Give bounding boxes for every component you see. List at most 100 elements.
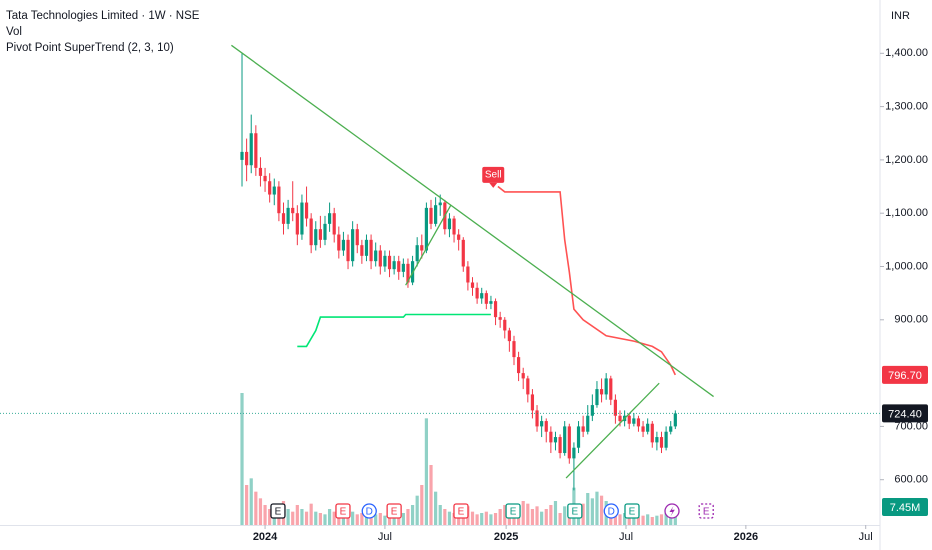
event-shape xyxy=(361,503,377,519)
y-tick-label: 1,200.00 xyxy=(885,154,928,166)
candle-body xyxy=(249,133,253,166)
volume-bar xyxy=(530,509,535,525)
volume-bar xyxy=(258,498,263,525)
event-marker[interactable]: E xyxy=(624,503,640,519)
candle-body xyxy=(392,261,396,270)
volume-bar xyxy=(581,503,585,525)
event-marker[interactable]: E xyxy=(270,503,286,519)
event-shape xyxy=(698,503,714,519)
volume-bar xyxy=(659,514,664,525)
candle-body xyxy=(540,421,544,427)
y-tick-label: 1,100.00 xyxy=(885,207,928,219)
candle-body xyxy=(281,213,286,224)
event-marker[interactable]: D xyxy=(603,503,619,519)
indicator-label: Vol xyxy=(6,26,22,38)
event-marker[interactable]: E xyxy=(567,503,583,519)
candle-body xyxy=(549,431,553,443)
y-tick-label: 900.00 xyxy=(894,314,928,326)
volume-bar xyxy=(636,517,641,525)
candle-body xyxy=(646,423,650,432)
event-marker[interactable]: D xyxy=(361,503,377,519)
signal-box xyxy=(482,166,505,183)
candle-body xyxy=(452,218,456,235)
candle-body xyxy=(461,239,465,267)
event-shape xyxy=(505,503,521,519)
supertrend-line xyxy=(297,313,491,348)
event-shape xyxy=(453,503,469,519)
volume-bar xyxy=(623,513,627,525)
volume-bar xyxy=(263,505,267,525)
volume-bar xyxy=(599,495,604,525)
x-tick-label: Jul xyxy=(378,531,392,543)
x-tick-label: 2026 xyxy=(734,531,758,543)
volume-label-box xyxy=(882,498,928,516)
candle-body xyxy=(406,263,410,283)
candle-body xyxy=(530,394,535,411)
event-shape xyxy=(567,503,583,519)
candle-body xyxy=(636,418,641,427)
event-shape xyxy=(270,503,286,519)
event-marker[interactable]: E xyxy=(335,503,351,519)
candle-body xyxy=(567,426,571,459)
candle-body xyxy=(397,261,401,272)
candle-body xyxy=(599,389,604,395)
currency-label[interactable]: INR xyxy=(891,10,910,22)
volume-bar xyxy=(341,513,346,525)
candle-body xyxy=(586,415,590,432)
price-label: 724.40 xyxy=(888,408,922,420)
candle-body xyxy=(429,207,433,224)
price-label: 796.70 xyxy=(888,370,922,382)
event-label: E xyxy=(703,507,710,518)
volume-bar xyxy=(613,511,618,525)
event-label: D xyxy=(608,507,615,518)
volume-bar xyxy=(480,513,484,525)
candle-body xyxy=(493,301,498,318)
volume-bar xyxy=(650,517,654,525)
event-marker[interactable]: E xyxy=(386,503,402,519)
candle-body xyxy=(254,133,258,168)
candle-body xyxy=(327,213,332,224)
volume-bar xyxy=(673,515,677,525)
trendline xyxy=(565,382,660,479)
volume-bar xyxy=(655,515,659,525)
event-shape xyxy=(335,503,351,519)
candle-body xyxy=(673,413,677,427)
candle-body xyxy=(516,357,521,374)
volume-bar xyxy=(489,514,493,525)
candle-body xyxy=(415,245,419,262)
volume-bar xyxy=(475,514,479,525)
volume-bar xyxy=(595,491,599,525)
candle-body xyxy=(304,202,309,219)
volume-bar xyxy=(378,513,382,525)
candle-body xyxy=(618,415,622,422)
event-label: E xyxy=(391,507,398,518)
volume-label: 7.45M xyxy=(890,502,921,514)
candle-body xyxy=(341,239,346,251)
candle-body xyxy=(613,399,618,416)
volume-bar xyxy=(586,493,590,525)
volume-bar xyxy=(664,513,668,525)
event-label: E xyxy=(629,507,636,518)
volume-bar xyxy=(351,511,355,525)
candle-body xyxy=(240,151,244,160)
candle-body xyxy=(650,423,654,443)
candle-body xyxy=(447,218,452,230)
volume-bar xyxy=(387,514,392,525)
candle-body xyxy=(401,263,405,272)
volume-bar xyxy=(240,393,244,525)
volume-bar xyxy=(549,505,553,525)
candle-body xyxy=(374,250,378,262)
event-marker[interactable]: E xyxy=(698,503,714,519)
event-marker[interactable]: E xyxy=(505,503,521,519)
volume-bar xyxy=(268,509,272,525)
volume-bar xyxy=(641,515,645,525)
candle-body xyxy=(489,301,493,304)
event-marker[interactable]: E xyxy=(453,503,469,519)
volume-bar xyxy=(245,485,249,525)
candle-body xyxy=(346,239,350,262)
candle-body xyxy=(318,229,322,240)
bolt-icon xyxy=(669,506,675,517)
volume-bar xyxy=(627,515,631,525)
candle-body xyxy=(563,426,567,454)
